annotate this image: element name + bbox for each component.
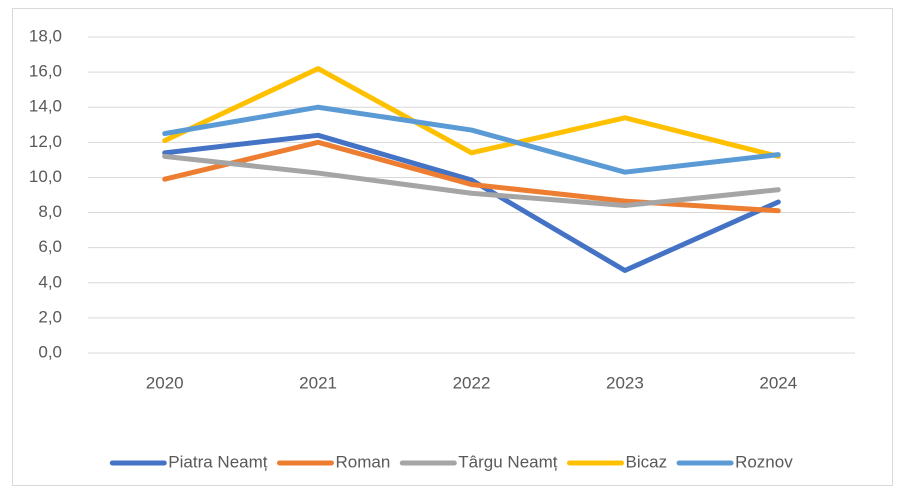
y-tick-label: 12,0 [29, 132, 62, 151]
y-tick-label: 2,0 [38, 307, 62, 326]
y-tick-label: 18,0 [29, 26, 62, 45]
legend-label: Roman [335, 452, 390, 471]
legend-label: Roznov [735, 452, 793, 471]
series-line [162, 132, 781, 273]
y-tick-label: 4,0 [38, 272, 62, 291]
y-tick-label: 16,0 [29, 62, 62, 81]
x-tick-label: 2024 [759, 373, 797, 392]
series-line [162, 66, 781, 159]
chart-border [12, 8, 893, 486]
y-tick-label: 6,0 [38, 237, 62, 256]
x-tick-label: 2020 [146, 373, 184, 392]
series-line [162, 139, 781, 214]
x-tick-label: 2023 [606, 373, 644, 392]
y-tick-label: 14,0 [29, 97, 62, 116]
series-line [162, 104, 781, 175]
legend-label: Târgu Neamț [458, 452, 557, 471]
x-tick-label: 2021 [299, 373, 337, 392]
x-tick-label: 2022 [453, 373, 491, 392]
series-line [162, 153, 781, 209]
y-tick-label: 10,0 [29, 167, 62, 186]
y-tick-label: 0,0 [38, 342, 62, 361]
legend-label: Bicaz [626, 452, 668, 471]
y-tick-label: 8,0 [38, 202, 62, 221]
legend-label: Piatra Neamț [168, 452, 267, 471]
